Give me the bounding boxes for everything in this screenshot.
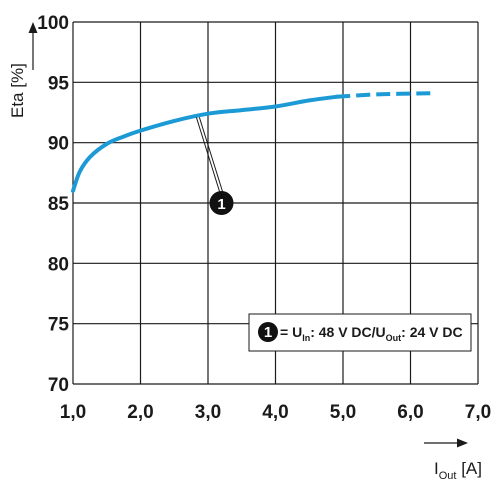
legend-mid: : 48 V DC/U (310, 324, 385, 340)
y-tick-label: 100 (37, 13, 69, 34)
x-tick-label: 5,0 (330, 402, 356, 423)
x-axis-title: IOut [A] (434, 459, 482, 482)
series-line-solid (71, 94, 339, 193)
series-line-dashed (336, 91, 431, 99)
x-axis-title-main: I (434, 459, 439, 478)
series-group (71, 91, 431, 193)
x-axis-arrowhead (457, 438, 468, 448)
y-tick-label: 95 (48, 73, 70, 94)
annotation-leader-1 (195, 117, 221, 194)
legend-tail: : 24 V DC (401, 324, 462, 340)
x-axis-title-sub: Out (439, 470, 457, 482)
x-tick-label: 7,0 (465, 402, 491, 423)
x-tick-label: 4,0 (262, 402, 288, 423)
legend: 1 = UIn: 48 V DC/UOut: 24 V DC (248, 313, 472, 352)
legend-box (248, 313, 472, 352)
y-tick-label: 90 (48, 134, 69, 155)
legend-text: = UIn: 48 V DC/UOut: 24 V DC (280, 324, 463, 343)
annotation-marker-label: 1 (217, 196, 225, 213)
x-tick-label: 1,0 (60, 402, 86, 423)
legend-in-sub: In (302, 333, 310, 343)
y-tick-label: 85 (48, 194, 70, 215)
y-tick-label: 70 (48, 375, 69, 396)
legend-eq: = U (280, 324, 302, 340)
tick-labels: 1,0 2,0 3,0 4,0 5,0 6,0 7,0 70 75 80 85 90 95 100 (37, 13, 491, 423)
annotation-group: 1 (195, 117, 234, 215)
x-tick-label: 2,0 (127, 402, 153, 423)
x-axis-title-unit: [A] (456, 459, 482, 478)
y-axis-title: Eta [%] (8, 63, 27, 118)
annotation-marker (209, 191, 234, 215)
legend-out-sub: Out (386, 333, 402, 343)
y-axis-arrowhead (28, 22, 38, 33)
grid (72, 21, 479, 385)
y-tick-label: 80 (48, 254, 69, 275)
y-axis-title-group: Eta [%] (8, 22, 38, 118)
legend-marker-label: 1 (264, 324, 272, 341)
x-tick-label: 3,0 (195, 402, 221, 423)
x-axis-title-group: IOut [A] (424, 438, 482, 482)
annotation-leader-2 (198, 117, 224, 194)
legend-marker (258, 322, 278, 342)
y-tick-label: 75 (48, 315, 70, 336)
x-tick-label: 6,0 (397, 402, 423, 423)
